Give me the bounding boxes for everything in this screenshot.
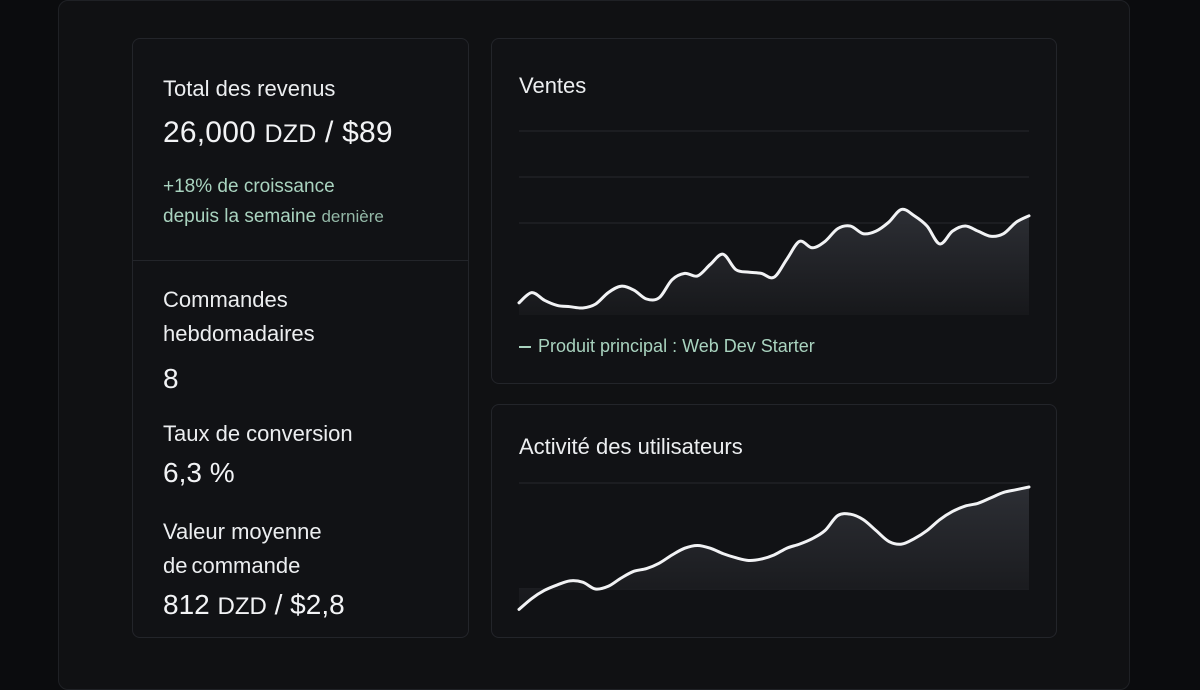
series-line	[517, 207, 1031, 310]
aov-usd: $2,8	[290, 589, 345, 620]
growth-line-2: depuis la semaine dernière	[163, 202, 384, 232]
sales-chart	[517, 130, 1031, 315]
conversion-value: 6,3 %	[163, 457, 235, 488]
revenue-usd: $89	[342, 116, 393, 149]
conversion-label: Taux de conversion	[163, 421, 353, 446]
growth-line-1: +18% de croissance	[163, 176, 335, 197]
legend-line-icon	[519, 346, 531, 349]
growth-note: +18% de croissance depuis la semaine der…	[163, 172, 384, 232]
aov-label-commande: commande	[191, 553, 301, 578]
sales-legend-label: Produit principal : Web Dev Starter	[538, 336, 815, 356]
revenue-currency: DZD	[264, 120, 317, 148]
series-area	[519, 209, 1029, 315]
sales-title: Ventes	[519, 73, 587, 98]
stats-divider	[133, 260, 468, 261]
growth-last-week: dernière	[321, 207, 384, 226]
growth-since: depuis la semaine	[163, 206, 317, 227]
orders-label-line-2: hebdomadaires	[163, 321, 315, 346]
series-area	[519, 487, 1029, 610]
revenue-amount: 26,000	[163, 116, 256, 149]
aov-label-de: de	[163, 553, 188, 578]
aov-value: 812 DZD / $2,8	[163, 589, 345, 621]
aov-currency: DZD	[217, 593, 267, 620]
aov-label-line-1: Valeur moyenne	[163, 519, 322, 544]
activity-card: Activité des utilisateurs	[491, 404, 1057, 638]
activity-chart	[517, 482, 1031, 611]
aov-separator: /	[266, 589, 291, 620]
sales-card: Ventes Produit principal : Web Dev Start…	[491, 38, 1057, 384]
sales-legend: Produit principal : Web Dev Starter	[519, 336, 815, 357]
revenue-label: Total des revenus	[163, 76, 336, 101]
series-line	[517, 485, 1031, 611]
aov-amount: 812	[163, 589, 210, 620]
revenue-separator: /	[316, 116, 343, 149]
orders-label-line-1: Commandes	[163, 287, 288, 312]
orders-label: Commandes hebdomadaires	[163, 283, 315, 351]
activity-title: Activité des utilisateurs	[519, 434, 743, 459]
orders-value: 8	[163, 363, 179, 394]
stats-card: Total des revenus 26,000 DZD / $89 +18% …	[132, 38, 469, 638]
aov-label-line-2: de commande	[163, 549, 322, 583]
aov-label: Valeur moyenne de commande	[163, 515, 322, 583]
revenue-value: 26,000 DZD / $89	[163, 116, 393, 150]
